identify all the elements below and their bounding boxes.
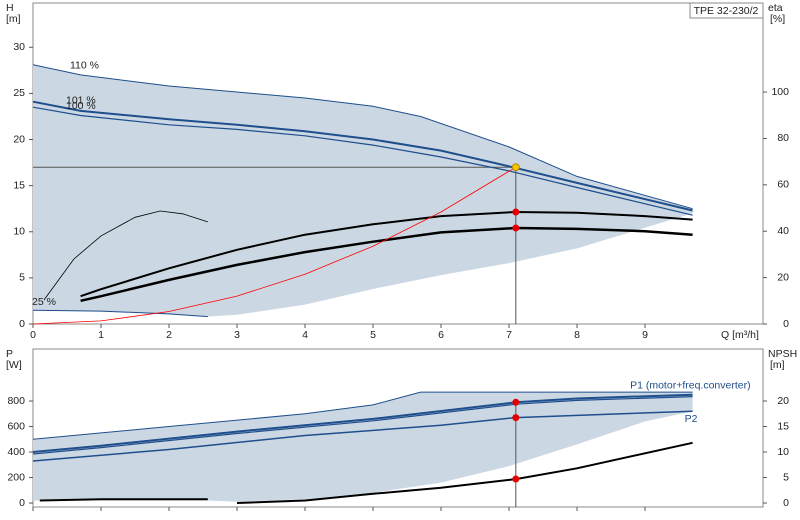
- curve: [32, 166, 517, 325]
- y2-axis-label: NPSH: [768, 348, 797, 360]
- curve: [39, 498, 208, 502]
- y2-tick-label: 20: [777, 395, 789, 407]
- y2-tick-label: 80: [777, 132, 789, 144]
- y2-axis-unit: [m]: [770, 359, 785, 371]
- y2-tick-label: 0: [783, 497, 789, 509]
- operating-point: [512, 224, 520, 232]
- curve: [32, 106, 693, 216]
- y-axis-unit: [m]: [6, 13, 21, 25]
- curve: [32, 100, 693, 212]
- x-tick-label: 1: [98, 329, 104, 341]
- y-tick-label: 20: [13, 133, 25, 145]
- envelope-region: [33, 392, 693, 502]
- y-tick-label: 400: [7, 446, 25, 458]
- envelope-region: [33, 64, 693, 317]
- x-tick-label: 5: [370, 329, 376, 341]
- y2-tick-label: 40: [777, 225, 789, 237]
- y-tick-label: 800: [7, 395, 25, 407]
- curve: [32, 309, 208, 318]
- operating-point: [512, 398, 520, 406]
- x-tick-label: 6: [438, 329, 444, 341]
- curve: [32, 410, 693, 462]
- curve: [43, 210, 208, 301]
- x-tick-label: 2: [166, 329, 172, 341]
- curve-label: 100 %: [66, 100, 96, 112]
- y-tick-label: 25: [13, 87, 25, 99]
- y2-tick-label: 0: [783, 318, 789, 330]
- x-tick-label: 3: [234, 329, 240, 341]
- y-axis-unit: [W]: [6, 359, 22, 371]
- x-tick-label: 0: [30, 329, 36, 341]
- curve: [32, 396, 693, 455]
- y2-tick-label: 10: [777, 446, 789, 458]
- y-tick-label: 0: [19, 318, 25, 330]
- y2-tick-label: 15: [777, 420, 789, 432]
- curve: [32, 391, 693, 440]
- chart-title: TPE 32-230/2: [694, 5, 759, 17]
- curve: [236, 441, 693, 504]
- curve-label: 110 %: [70, 60, 99, 72]
- operating-point: [511, 163, 520, 172]
- y-tick-label: 600: [7, 420, 25, 432]
- title-box: [689, 2, 764, 19]
- y2-tick-label: 20: [777, 271, 789, 283]
- curve-label: P1 (motor+freq.converter): [630, 379, 751, 391]
- curve-label: P2: [685, 413, 698, 425]
- curve: [32, 64, 693, 210]
- y2-tick-label: 5: [783, 471, 789, 483]
- curve-label: 25 %: [32, 296, 56, 308]
- x-tick-label: 8: [574, 329, 580, 341]
- curve: [80, 210, 693, 298]
- y-tick-label: 10: [13, 226, 25, 238]
- y-tick-label: 30: [13, 41, 25, 53]
- y-axis-label: H: [6, 2, 14, 14]
- x-tick-label: 4: [302, 329, 308, 341]
- y-tick-label: 0: [19, 497, 25, 509]
- y-tick-label: 5: [19, 272, 25, 284]
- y2-tick-label: 100: [771, 86, 789, 98]
- y-tick-label: 200: [7, 471, 25, 483]
- y2-axis-label: eta: [768, 2, 783, 14]
- curve: [80, 226, 693, 303]
- x-tick-label: 7: [506, 329, 512, 341]
- curve: [32, 393, 693, 453]
- operating-point: [512, 475, 520, 483]
- y2-tick-label: 60: [777, 179, 789, 191]
- operating-point: [512, 208, 520, 216]
- operating-point: [512, 414, 520, 422]
- y-axis-label: P: [6, 348, 13, 360]
- curve-label: 101 %: [66, 94, 96, 106]
- y-tick-label: 15: [13, 179, 25, 191]
- x-axis-label: Q [m³/h]: [721, 329, 759, 341]
- y2-axis-unit: [%]: [770, 13, 785, 25]
- x-tick-label: 9: [642, 329, 648, 341]
